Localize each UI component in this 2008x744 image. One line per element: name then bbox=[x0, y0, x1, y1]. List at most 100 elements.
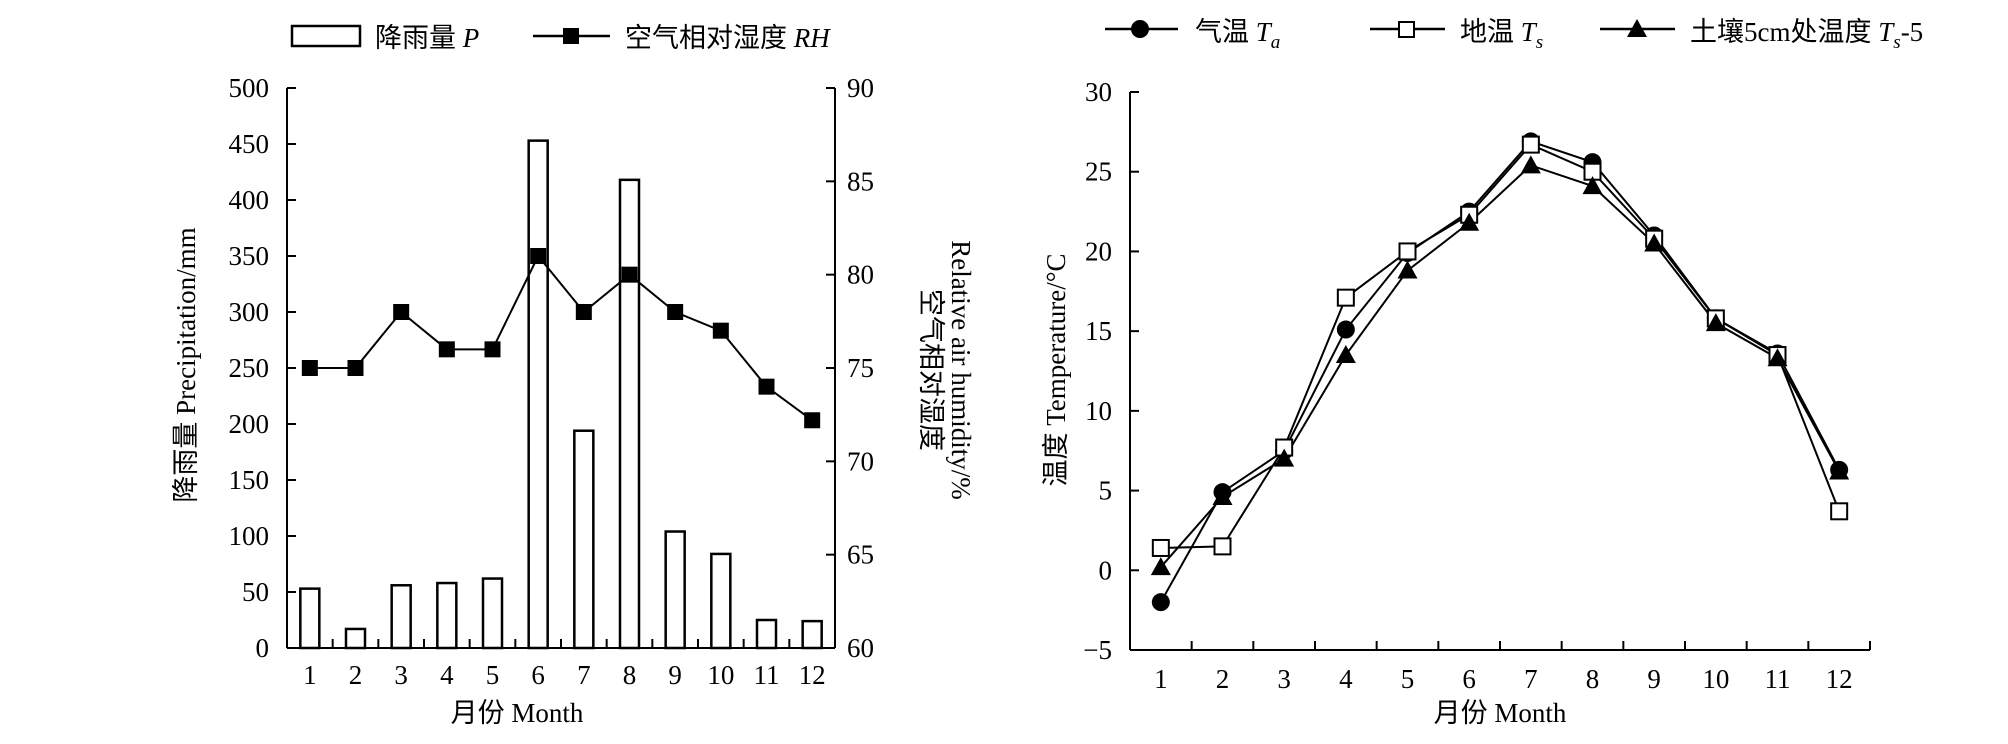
left-x-tick-label: 4 bbox=[440, 660, 454, 690]
humidity-point bbox=[438, 341, 455, 358]
temperature-lines bbox=[1150, 132, 1850, 612]
left-y-tick-label: 300 bbox=[229, 297, 270, 327]
left-x-tick-label: 9 bbox=[668, 660, 682, 690]
temp-y-tick-label: 30 bbox=[1085, 77, 1112, 107]
precipitation-bar bbox=[527, 139, 549, 650]
left-x-tick-label: 12 bbox=[799, 660, 826, 690]
temp-point-2 bbox=[1212, 486, 1233, 505]
right-y-tick-label: 70 bbox=[847, 446, 874, 476]
right-y-axis-label-en: Relative air humidity/% bbox=[946, 240, 976, 499]
left-x-axis-label: 月份 Month bbox=[451, 698, 584, 728]
temp-x-tick-label: 7 bbox=[1524, 664, 1538, 694]
left-y-tick-label: 500 bbox=[229, 73, 270, 103]
right-y-tick-label: 60 bbox=[847, 633, 874, 663]
temp-y-tick-label: 25 bbox=[1085, 157, 1112, 187]
left-x-tick-label: 5 bbox=[486, 660, 500, 690]
legend-ts5-label: 土壤5cm处温度 Ts-5 bbox=[1690, 17, 1923, 53]
temp-x-tick-label: 11 bbox=[1765, 664, 1791, 694]
left-y-tick-label: 150 bbox=[229, 465, 270, 495]
temp-x-tick-label: 9 bbox=[1647, 664, 1661, 694]
temp-y-tick-label: 0 bbox=[1099, 555, 1113, 585]
temp-point-2 bbox=[1150, 557, 1171, 576]
right-chart-y-axis-label: 温度 Temperature/°C bbox=[1041, 253, 1071, 486]
precipitation-bar bbox=[573, 429, 595, 650]
precipitation-bar bbox=[436, 581, 458, 650]
temp-series-line-1 bbox=[1160, 143, 1841, 549]
precipitation-bar bbox=[710, 552, 732, 650]
legend-left: 降雨量 P 空气相对湿度 RH bbox=[290, 23, 831, 53]
temp-y-tick-label: 5 bbox=[1099, 476, 1113, 506]
precipitation-bar bbox=[481, 577, 504, 650]
legend-ta-label: 气温 Ta bbox=[1195, 17, 1280, 53]
humidity-point bbox=[758, 378, 775, 395]
temp-series-line-0 bbox=[1159, 140, 1841, 603]
humidity-point bbox=[575, 304, 592, 320]
humidity-point bbox=[712, 322, 729, 339]
precipitation-bar bbox=[664, 530, 686, 650]
legend-ts5-marker bbox=[1627, 19, 1647, 37]
precipitation-humidity-chart: 降雨量 P 空气相对湿度 RH 0 50 100 150 200 250 300 350 400… bbox=[171, 23, 976, 728]
temp-point-2 bbox=[1397, 260, 1418, 279]
right-y-axis-label-zh: 空气相对湿度 bbox=[916, 289, 946, 451]
temp-point-2 bbox=[1644, 233, 1665, 252]
left-x-tick-label: 3 bbox=[394, 660, 408, 690]
temp-point-2 bbox=[1274, 448, 1295, 467]
legend-precip-label: 降雨量 P bbox=[375, 23, 479, 53]
temp-point-2 bbox=[1335, 345, 1356, 364]
temp-point-1 bbox=[1213, 537, 1232, 556]
temp-y-tick-label: −5 bbox=[1083, 635, 1112, 665]
temp-point-2 bbox=[1520, 155, 1541, 174]
right-chart-x-axis-label: 月份 Month bbox=[1434, 698, 1567, 728]
temp-x-tick-label: 12 bbox=[1826, 664, 1853, 694]
precipitation-bar bbox=[390, 584, 412, 650]
temp-x-tick-label: 1 bbox=[1154, 664, 1168, 694]
left-y-tick-label: 200 bbox=[229, 409, 270, 439]
temp-point-2 bbox=[1582, 176, 1603, 195]
legend-right: 气温 Ta 地温 Ts 土壤5cm处温度 Ts-5 bbox=[1105, 17, 1923, 53]
temp-series-line-2 bbox=[1160, 164, 1841, 568]
left-y-axis-label: 降雨量 Precipitation/mm bbox=[171, 227, 201, 502]
temp-point-0 bbox=[1151, 593, 1170, 612]
legend-rh-label: 空气相对湿度 RH bbox=[625, 23, 831, 53]
temp-point-0 bbox=[1336, 320, 1355, 339]
left-x-tick-label: 7 bbox=[577, 660, 591, 690]
temp-point-2 bbox=[1705, 313, 1726, 332]
temperature-chart: 气温 Ta 地温 Ts 土壤5cm处温度 Ts-5 −5051015202530… bbox=[1041, 17, 1923, 728]
temp-point-2 bbox=[1459, 212, 1480, 231]
right-y-tick-label: 65 bbox=[847, 540, 874, 570]
precipitation-bar bbox=[755, 618, 778, 650]
temp-point-1 bbox=[1830, 502, 1849, 521]
temp-x-tick-label: 2 bbox=[1216, 664, 1230, 694]
left-x-tick-label: 10 bbox=[707, 660, 734, 690]
legend-bar-swatch bbox=[290, 24, 362, 48]
left-y-tick-label: 350 bbox=[229, 241, 270, 271]
left-x-tick-label: 8 bbox=[623, 660, 637, 690]
humidity-point bbox=[667, 304, 684, 320]
temp-y-tick-label: 15 bbox=[1085, 316, 1112, 346]
right-y-tick-label: 85 bbox=[847, 166, 874, 196]
precipitation-bar bbox=[801, 619, 823, 650]
humidity-point bbox=[621, 266, 638, 283]
precipitation-bars bbox=[299, 139, 823, 650]
right-y-tick-label: 75 bbox=[847, 353, 874, 383]
temp-x-tick-label: 8 bbox=[1586, 664, 1600, 694]
temp-point-1 bbox=[1151, 538, 1170, 557]
temp-y-tick-label: 10 bbox=[1085, 396, 1112, 426]
right-y-tick-label: 90 bbox=[847, 73, 874, 103]
left-y-tick-label: 100 bbox=[229, 521, 270, 551]
humidity-point bbox=[393, 304, 410, 320]
humidity-point bbox=[804, 412, 821, 429]
legend-ta-marker bbox=[1131, 20, 1149, 38]
legend-ts-label: 地温 Ts bbox=[1460, 17, 1543, 53]
temp-point-1 bbox=[1398, 242, 1417, 261]
temp-point-1 bbox=[1521, 135, 1540, 154]
humidity-point bbox=[301, 360, 318, 376]
humidity-point bbox=[484, 341, 501, 358]
precipitation-bar bbox=[618, 178, 641, 650]
humidity-point bbox=[347, 360, 364, 376]
temp-x-tick-label: 10 bbox=[1702, 664, 1729, 694]
humidity-series-line bbox=[309, 254, 813, 422]
left-y-tick-label: 0 bbox=[256, 633, 270, 663]
temp-point-2 bbox=[1829, 461, 1850, 480]
